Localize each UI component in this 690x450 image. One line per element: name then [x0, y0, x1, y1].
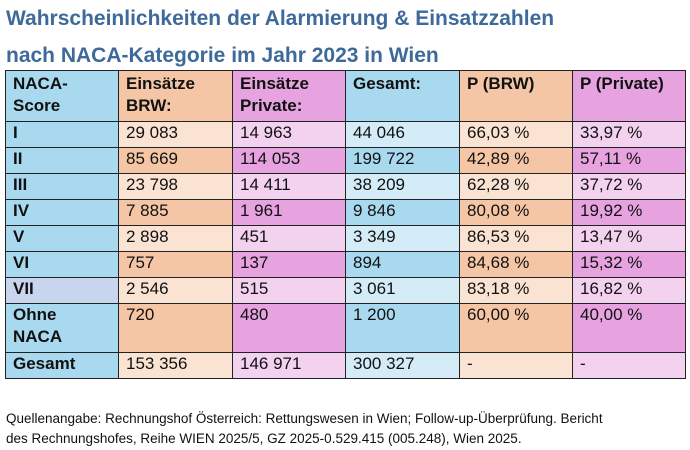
cell-brw: 2 546: [118, 277, 233, 304]
cell-brw: 7 885: [118, 199, 233, 226]
cell-p-brw: 84,68 %: [459, 251, 573, 278]
cell-score: VII: [5, 277, 119, 304]
naca-table: NACA- Score Einsätze BRW: Einsätze Private:…: [5, 70, 686, 379]
cell-total: 3 349: [345, 225, 460, 252]
cell-brw: 29 083: [118, 121, 233, 148]
cell-p-brw: 62,28 %: [459, 173, 573, 200]
cell-total: 38 209: [345, 173, 460, 200]
table-row: II 85 669 114 053 199 722 42,89 % 57,11 …: [5, 147, 686, 174]
cell-private: 114 053: [232, 147, 346, 174]
cell-p-private: 40,00 %: [572, 303, 686, 353]
cell-private: 137: [232, 251, 346, 278]
table-row: I 29 083 14 963 44 046 66,03 % 33,97 %: [5, 121, 686, 148]
title-line-2: nach NACA-Kategorie im Jahr 2023 in Wien: [6, 44, 439, 67]
header-p-private: P (Private): [572, 70, 686, 122]
table-row: V 2 898 451 3 349 86,53 % 13,47 %: [5, 225, 686, 252]
cell-total: 894: [345, 251, 460, 278]
cell-private: 1 961: [232, 199, 346, 226]
cell-brw: 720: [118, 303, 233, 353]
cell-brw: 757: [118, 251, 233, 278]
cell-score: IV: [5, 199, 119, 226]
header-einsaetze-brw: Einsätze BRW:: [118, 70, 233, 122]
cell-p-brw: -: [459, 352, 573, 379]
cell-score: II: [5, 147, 119, 174]
cell-score: VI: [5, 251, 119, 278]
source-note: Quellenangabe: Rechnungshof Österreich: …: [6, 409, 686, 449]
table-row-ohne-naca: Ohne NACA 720 480 1 200 60,00 % 40,00 %: [5, 303, 686, 353]
table-row: VII 2 546 515 3 061 83,18 % 16,82 %: [5, 277, 686, 304]
cell-private: 14 411: [232, 173, 346, 200]
header-gesamt: Gesamt:: [345, 70, 460, 122]
cell-p-private: 19,92 %: [572, 199, 686, 226]
cell-p-brw: 42,89 %: [459, 147, 573, 174]
title-line-1: Wahrscheinlichkeiten der Alarmierung & E…: [6, 7, 555, 30]
header-naca-score: NACA- Score: [5, 70, 119, 122]
cell-score: Gesamt: [5, 352, 119, 379]
source-line-2: des Rechnungshofes, Reihe WIEN 2025/5, G…: [6, 431, 522, 446]
cell-score: I: [5, 121, 119, 148]
cell-brw: 153 356: [118, 352, 233, 379]
table-row: VI 757 137 894 84,68 % 15,32 %: [5, 251, 686, 278]
cell-private: 14 963: [232, 121, 346, 148]
cell-total: 3 061: [345, 277, 460, 304]
table-header-row: NACA- Score Einsätze BRW: Einsätze Private:…: [5, 70, 686, 122]
source-line-1: Quellenangabe: Rechnungshof Österreich: …: [6, 411, 603, 426]
cell-total: 300 327: [345, 352, 460, 379]
cell-p-private: 16,82 %: [572, 277, 686, 304]
cell-p-brw: 66,03 %: [459, 121, 573, 148]
cell-brw: 23 798: [118, 173, 233, 200]
cell-total: 44 046: [345, 121, 460, 148]
cell-p-private: -: [572, 352, 686, 379]
cell-total: 199 722: [345, 147, 460, 174]
cell-private: 480: [232, 303, 346, 353]
header-einsaetze-private: Einsätze Private:: [232, 70, 346, 122]
cell-p-private: 13,47 %: [572, 225, 686, 252]
cell-score: Ohne NACA: [5, 303, 119, 353]
cell-p-private: 33,97 %: [572, 121, 686, 148]
cell-p-private: 15,32 %: [572, 251, 686, 278]
page-title: Wahrscheinlichkeiten der Alarmierung & E…: [6, 0, 690, 74]
table-row: IV 7 885 1 961 9 846 80,08 % 19,92 %: [5, 199, 686, 226]
cell-p-brw: 83,18 %: [459, 277, 573, 304]
cell-brw: 85 669: [118, 147, 233, 174]
cell-p-brw: 80,08 %: [459, 199, 573, 226]
cell-brw: 2 898: [118, 225, 233, 252]
cell-score: V: [5, 225, 119, 252]
cell-p-private: 37,72 %: [572, 173, 686, 200]
cell-score: III: [5, 173, 119, 200]
cell-p-brw: 60,00 %: [459, 303, 573, 353]
cell-p-private: 57,11 %: [572, 147, 686, 174]
cell-total: 9 846: [345, 199, 460, 226]
header-p-brw: P (BRW): [459, 70, 573, 122]
cell-p-brw: 86,53 %: [459, 225, 573, 252]
cell-private: 146 971: [232, 352, 346, 379]
cell-private: 451: [232, 225, 346, 252]
cell-private: 515: [232, 277, 346, 304]
table-row-gesamt: Gesamt 153 356 146 971 300 327 - -: [5, 352, 686, 379]
cell-total: 1 200: [345, 303, 460, 353]
table-row: III 23 798 14 411 38 209 62,28 % 37,72 %: [5, 173, 686, 200]
